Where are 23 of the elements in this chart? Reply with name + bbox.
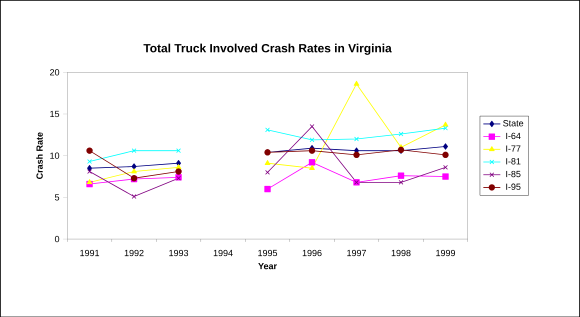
- legend-label: I-95: [506, 183, 521, 190]
- y-tick-label: 10: [50, 152, 60, 159]
- legend-label: State: [503, 120, 524, 126]
- x-tick-label: 1991: [80, 250, 100, 256]
- y-tick-label: 5: [54, 194, 60, 200]
- x-tick-label: 1993: [169, 250, 188, 256]
- x-tick-label: 1992: [124, 250, 144, 256]
- x-tick-label: 1994: [214, 250, 233, 256]
- x-tick-label: 1995: [258, 250, 278, 256]
- y-tick-label: 0: [54, 236, 60, 242]
- y-tick-label: 15: [50, 110, 60, 117]
- legend-label: I-81: [506, 158, 520, 164]
- legend-label: I-77: [506, 145, 520, 152]
- chart-title: Total Truck Involved Crash Rates in Virginia: [143, 43, 392, 55]
- legend-label: I-64: [506, 132, 521, 139]
- y-axis-title: Crash Rate: [36, 132, 43, 179]
- legend-label: I-85: [506, 170, 521, 178]
- y-tick-label: 20: [50, 68, 60, 76]
- x-tick-label: 1998: [392, 250, 411, 256]
- x-tick-label: 1996: [302, 250, 322, 256]
- x-axis-title: Year: [258, 262, 277, 270]
- x-tick-label: 1997: [347, 250, 366, 256]
- x-tick-label: 1999: [436, 250, 456, 256]
